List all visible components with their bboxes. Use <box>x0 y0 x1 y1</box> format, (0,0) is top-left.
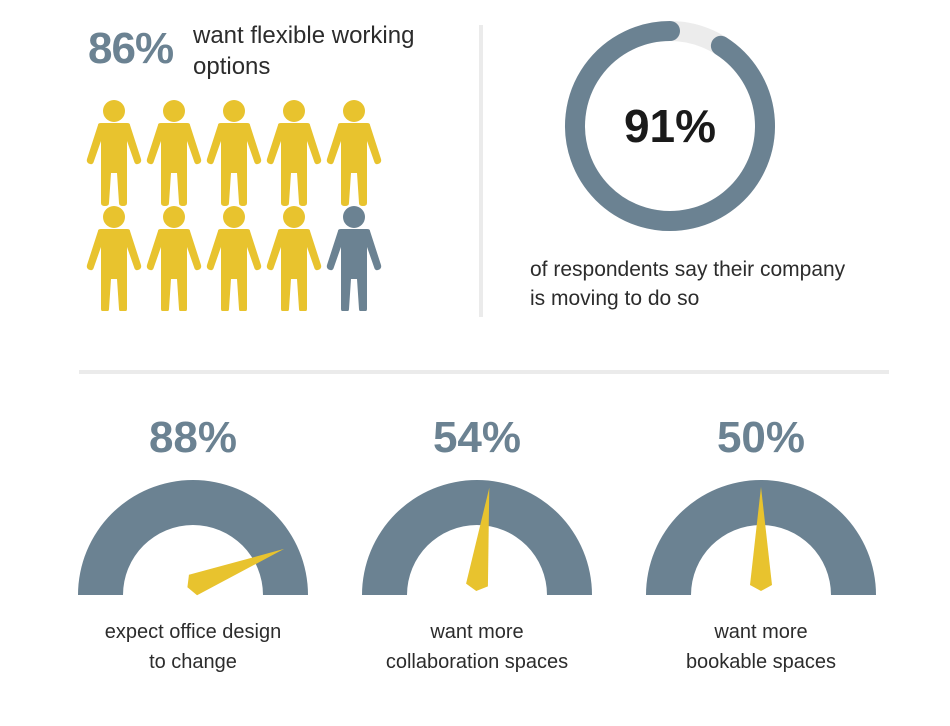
gauge-needle <box>187 548 285 596</box>
flexible-percent: 86% <box>88 24 174 73</box>
gauge-caption-line2: bookable spaces <box>685 651 837 673</box>
donut-percent: 91% <box>624 100 716 152</box>
gauge-arc <box>646 480 876 595</box>
gauge-caption-line1: want more <box>430 621 524 643</box>
gauge-bookable: 50% want more bookable spaces <box>641 405 881 705</box>
gauge-caption-line1: want more <box>714 621 808 643</box>
person-icon-highlighted <box>206 100 262 206</box>
flexible-caption: want flexible working options <box>193 22 415 80</box>
gauge-percent: 50% <box>716 413 806 462</box>
gauge-arc <box>362 480 592 595</box>
gauge-caption-line1: expect office design <box>104 621 282 643</box>
horizontal-divider <box>79 370 889 374</box>
person-icon-highlighted <box>266 206 322 311</box>
person-icon-highlighted <box>206 206 262 311</box>
gauge-arc <box>78 480 308 595</box>
person-icon-highlighted <box>146 206 202 311</box>
gauge-needle <box>466 487 490 591</box>
donut-caption: of respondents say their company is movi… <box>530 258 846 310</box>
vertical-divider <box>479 25 483 317</box>
gauge-office-design: 88% expect office design to change <box>73 405 313 705</box>
gauge-caption: want more collaboration spaces <box>337 617 617 677</box>
person-icon-highlighted <box>86 206 142 311</box>
gauge-percent: 88% <box>148 413 238 462</box>
person-icon-highlighted <box>326 100 382 206</box>
gauge-caption: expect office design to change <box>53 617 333 677</box>
gauge-needle <box>750 487 772 591</box>
person-icon <box>326 206 382 311</box>
person-icon-highlighted <box>266 100 322 206</box>
gauge-caption: want more bookable spaces <box>621 617 901 677</box>
gauge-percent: 54% <box>432 413 522 462</box>
company-donut-chart: 91% <box>552 8 788 244</box>
gauge-collaboration: 54% want more collaboration spaces <box>357 405 597 705</box>
person-icon-highlighted <box>86 100 142 206</box>
donut-value-arc <box>565 21 775 231</box>
gauge-caption-line2: to change <box>149 651 237 673</box>
people-pictogram <box>86 99 396 311</box>
person-icon-highlighted <box>146 100 202 206</box>
gauge-caption-line2: collaboration spaces <box>385 651 569 673</box>
